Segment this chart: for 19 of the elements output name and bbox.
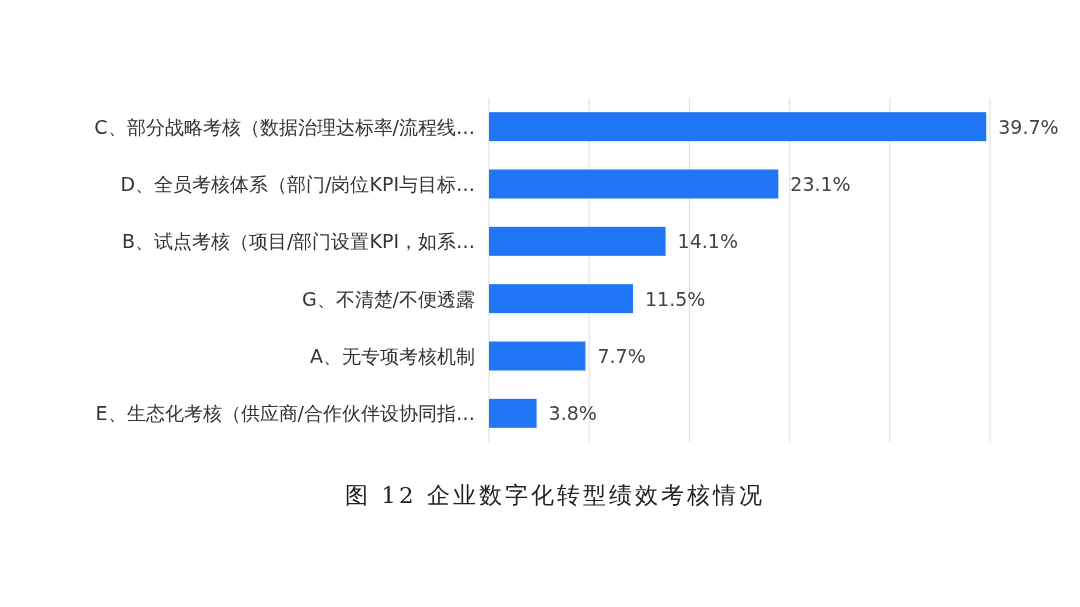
data-label: 3.8% [548,402,597,425]
bar [489,169,779,199]
data-label: 39.7% [998,115,1059,138]
data-label: 14.1% [677,230,738,253]
data-label: 7.7% [597,345,646,367]
bar [489,284,634,314]
y-tick-label: G、不清楚/不便透露 [301,287,475,310]
y-tick-label: E、生态化考核（供应商/合作伙伴设协同指… [95,402,475,425]
data-label: 11.5% [645,287,706,310]
text: 图 12 企业数字化转型绩效考核情况 [345,482,765,508]
bar [489,341,586,371]
y-tick-label: B、试点考核（项目/部门设置KPI，如系… [122,230,475,253]
bar [489,112,987,142]
data-label: 23.1% [790,173,851,195]
bar [489,226,666,256]
y-tick-label: A、无专项考核机制 [310,345,475,367]
y-tick-label: C、部分战略考核（数据治理达标率/流程线… [94,115,475,138]
bar [489,398,537,428]
y-tick-label: D、全员考核体系（部门/岗位KPI与目标… [120,173,475,195]
